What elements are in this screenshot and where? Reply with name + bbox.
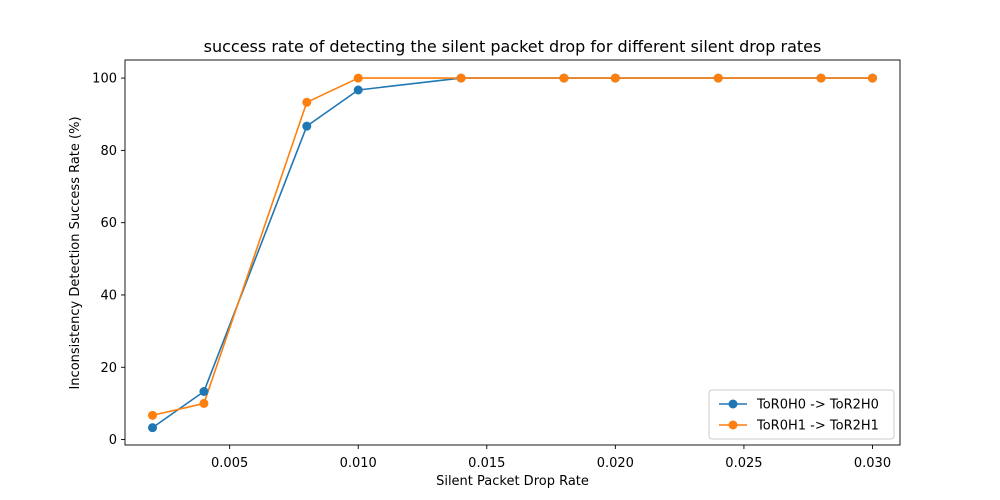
- x-tick-label-0: 0.005: [211, 456, 248, 471]
- series-1-point-0: [148, 410, 158, 420]
- series-1-point-3: [353, 73, 363, 83]
- y-tick-label-4: 80: [100, 144, 117, 159]
- series-1-point-2: [302, 97, 312, 107]
- x-tick-label-2: 0.015: [468, 456, 505, 471]
- series-1-point-8: [816, 73, 826, 83]
- series-1-point-5: [559, 73, 569, 83]
- series-0-point-0: [148, 423, 158, 433]
- series-1-point-4: [456, 73, 466, 83]
- y-tick-label-2: 40: [100, 288, 117, 303]
- x-tick-label-1: 0.010: [340, 456, 377, 471]
- series-0-point-2: [302, 121, 312, 131]
- y-tick-label-3: 60: [100, 216, 117, 231]
- series-0-point-3: [353, 85, 363, 95]
- plot-frame: [124, 59, 901, 446]
- y-tick-label-0: 0: [109, 433, 117, 448]
- y-tick-label-5: 100: [92, 72, 117, 87]
- x-tick-label-3: 0.020: [597, 456, 634, 471]
- x-tick-label-5: 0.030: [854, 456, 891, 471]
- legend-marker-0: [728, 399, 738, 409]
- plot-area: [124, 59, 901, 446]
- legend-box: [708, 389, 895, 440]
- series-line-1: [151, 77, 874, 417]
- legend-label-1: ToR0H1 -> ToR2H1: [756, 419, 879, 434]
- legend: ToR0H0 -> ToR2H0 ToR0H1 -> ToR2H1: [708, 389, 895, 440]
- series-0-point-1: [199, 387, 209, 396]
- series-1-point-1: [199, 398, 209, 408]
- x-tick-label-4: 0.025: [725, 456, 762, 471]
- y-axis-label: Inconsistency Detection Success Rate (%): [68, 116, 83, 389]
- series-1-point-7: [713, 73, 723, 83]
- y-tick-label-1: 20: [100, 361, 117, 376]
- series-line-0: [151, 77, 874, 429]
- y-axis: 0 20 40 60 80 100: [92, 72, 125, 448]
- x-axis-label: Silent Packet Drop Rate: [436, 474, 589, 489]
- series-1-point-6: [610, 73, 620, 83]
- series-1-point-9: [867, 73, 877, 83]
- legend-marker-1: [728, 420, 738, 430]
- legend-label-0: ToR0H0 -> ToR2H0: [756, 398, 879, 413]
- x-axis: 0.005 0.010 0.015 0.020 0.025 0.030: [211, 445, 891, 471]
- chart-title: success rate of detecting the silent pac…: [204, 37, 822, 56]
